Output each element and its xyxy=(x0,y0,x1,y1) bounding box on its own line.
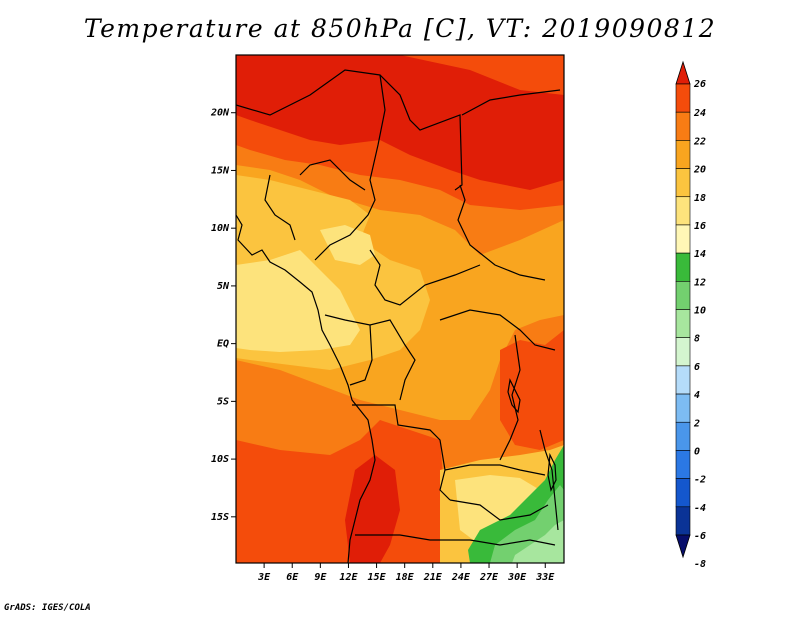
lon-label: 3E xyxy=(257,572,271,583)
border-line xyxy=(314,74,386,261)
lon-label: 30E xyxy=(507,572,527,583)
border-line xyxy=(461,89,561,116)
border-line xyxy=(539,429,559,531)
colorbar-cap-bottom xyxy=(675,534,691,559)
lat-label: EQ xyxy=(217,339,229,350)
temperature-field xyxy=(236,55,564,563)
border-line xyxy=(439,309,556,351)
plot-title: Temperature at 850hPa [C], VT: 201909081… xyxy=(83,14,717,43)
latitude-axis: 20N 15N 10N 5N EQ 5S 10S 15S xyxy=(210,108,236,523)
lon-label: 9E xyxy=(314,572,327,583)
colorbar-label: 12 xyxy=(694,277,706,288)
colorbar-swatch xyxy=(675,281,691,310)
colorbar-swatch xyxy=(675,196,691,226)
colorbar-label: 2 xyxy=(693,418,700,429)
colorbar-label: 16 xyxy=(694,221,706,232)
colorbar-swatch xyxy=(675,393,691,423)
colorbar-label: 8 xyxy=(694,334,700,345)
colorbar-label: 20 xyxy=(693,165,706,176)
border-line xyxy=(457,184,546,281)
field-level-16 xyxy=(320,225,375,265)
longitude-axis: 3E 6E 9E 12E 15E 18E 21E 24E 27E 30E 33E xyxy=(257,563,555,583)
colorbar-swatch xyxy=(675,450,691,479)
border-line xyxy=(369,249,481,306)
colorbar-swatch xyxy=(675,421,691,451)
colorbar-label: -2 xyxy=(694,475,706,486)
lon-label: 18E xyxy=(396,572,415,583)
country-borders xyxy=(236,69,561,563)
field-level-16 xyxy=(236,250,360,352)
lat-label: 5S xyxy=(217,396,229,407)
colorbar-cap-top xyxy=(675,60,691,85)
colorbar-swatch xyxy=(675,337,691,367)
lon-label: 21E xyxy=(423,572,443,583)
colorbar-label: 26 xyxy=(693,79,706,90)
border-line xyxy=(355,534,556,546)
lat-label: 15S xyxy=(211,512,229,523)
colorbar-label: 14 xyxy=(694,249,706,260)
lon-label: 33E xyxy=(535,572,555,583)
field-level-26 xyxy=(345,455,400,563)
colorbar-label: -8 xyxy=(694,559,706,570)
map-frame xyxy=(235,54,565,564)
colorbar-label: 4 xyxy=(694,390,700,401)
colorbar-label: 22 xyxy=(693,136,706,147)
lat-label: 5N xyxy=(217,281,230,292)
lat-label: 10S xyxy=(211,454,229,465)
field-level-24 xyxy=(500,330,564,450)
colorbar-swatch xyxy=(675,252,691,282)
colorbar-swatch xyxy=(675,365,691,395)
colorbar-label: 6 xyxy=(694,362,700,373)
lon-label: 24E xyxy=(451,572,471,583)
colorbar-swatch xyxy=(675,140,691,169)
border-line xyxy=(449,499,549,521)
lon-label: 27E xyxy=(479,572,499,583)
colorbar-swatch xyxy=(675,224,691,254)
lat-label: 20N xyxy=(210,108,230,119)
colorbar-swatch xyxy=(675,83,691,113)
border-line xyxy=(349,324,373,386)
border-line xyxy=(352,404,451,501)
border-line xyxy=(499,334,521,461)
colorbar-swatch xyxy=(675,168,691,198)
colorbar-swatch xyxy=(675,478,691,508)
colorbar-label: 24 xyxy=(693,108,706,119)
lon-label: 6E xyxy=(286,572,299,583)
colorbar-swatch xyxy=(675,506,691,536)
colorbar-label: 18 xyxy=(694,193,706,204)
border-line xyxy=(264,174,296,241)
border-line xyxy=(324,314,416,401)
lat-label: 15N xyxy=(211,165,230,176)
coastline xyxy=(236,214,376,563)
lon-label: 15E xyxy=(368,572,387,583)
lake-outline xyxy=(547,452,557,492)
lon-label: 12E xyxy=(339,572,358,583)
colorbar-label: -6 xyxy=(694,531,706,542)
grads-credit: GrADS: IGES/COLA xyxy=(4,603,91,613)
colorbar-label: -4 xyxy=(694,503,706,514)
border-line xyxy=(299,159,366,191)
colorbar-label: 0 xyxy=(694,446,700,457)
colorbar-swatch xyxy=(675,309,691,338)
colorbar-swatch xyxy=(675,111,691,141)
colorbar-label: 10 xyxy=(694,306,706,317)
lat-label: 10N xyxy=(211,223,230,234)
border-line xyxy=(236,69,463,191)
lake-outline xyxy=(507,378,521,414)
border-line xyxy=(444,464,546,476)
